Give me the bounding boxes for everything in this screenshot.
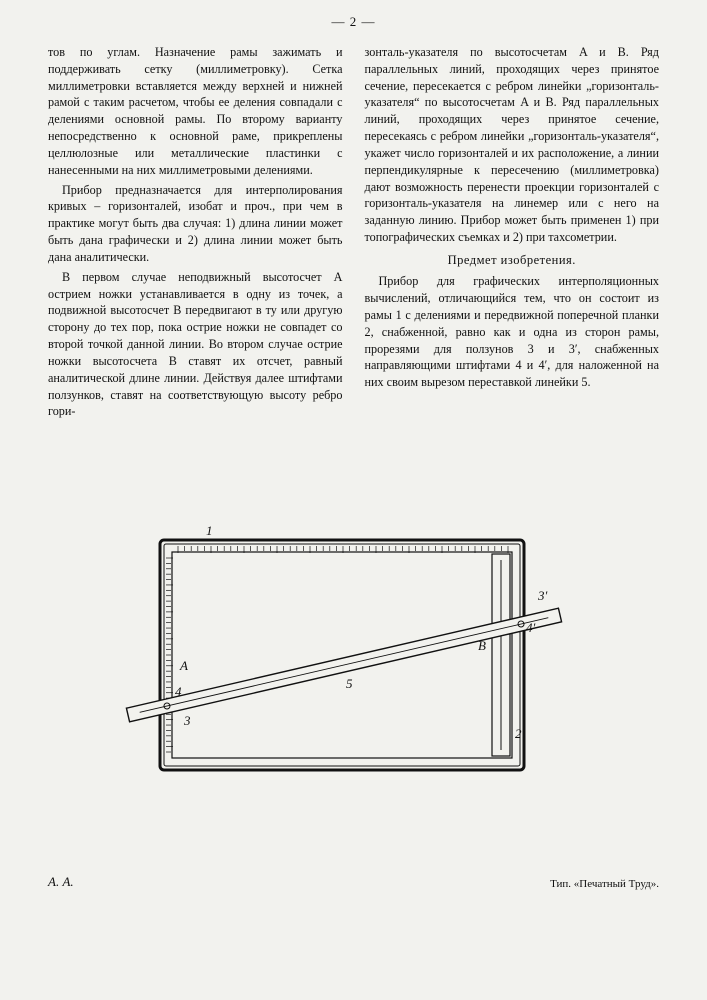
svg-text:3: 3 <box>183 713 191 728</box>
body-paragraph: тов по углам. Назначение рамы зажимать и… <box>48 44 343 179</box>
text-columns: тов по углам. Назначение рамы зажимать и… <box>48 44 659 423</box>
svg-text:1: 1 <box>206 523 213 538</box>
body-paragraph: зонталь-указателя по высотосчетам A и B.… <box>365 44 660 246</box>
footer-initials: А. А. <box>48 874 74 890</box>
column-left: тов по углам. Назначение рамы зажимать и… <box>48 44 343 423</box>
svg-text:B: B <box>478 638 486 653</box>
svg-text:4: 4 <box>175 684 182 699</box>
svg-text:3′: 3′ <box>537 588 548 603</box>
body-paragraph: В первом случае неподвижный высотосчет A… <box>48 269 343 420</box>
footer-printer: Тип. «Печатный Труд». <box>550 878 659 890</box>
column-right: зонталь-указателя по высотосчетам A и B.… <box>365 44 660 423</box>
page: — 2 — тов по углам. Назначение рамы зажи… <box>0 0 707 1000</box>
figure-device: 1 A B 2 3 3′ 4 4′ 5 <box>120 520 570 800</box>
claim-paragraph: Прибор для графических интерполяционных … <box>365 273 660 391</box>
svg-text:A: A <box>179 658 188 673</box>
svg-text:4′: 4′ <box>526 620 536 635</box>
section-title: Предмет изобретения. <box>365 252 660 269</box>
svg-text:2: 2 <box>515 726 522 741</box>
page-number: — 2 — <box>0 14 707 30</box>
svg-text:5: 5 <box>346 676 353 691</box>
body-paragraph: Прибор предназначается для интерполирова… <box>48 182 343 266</box>
